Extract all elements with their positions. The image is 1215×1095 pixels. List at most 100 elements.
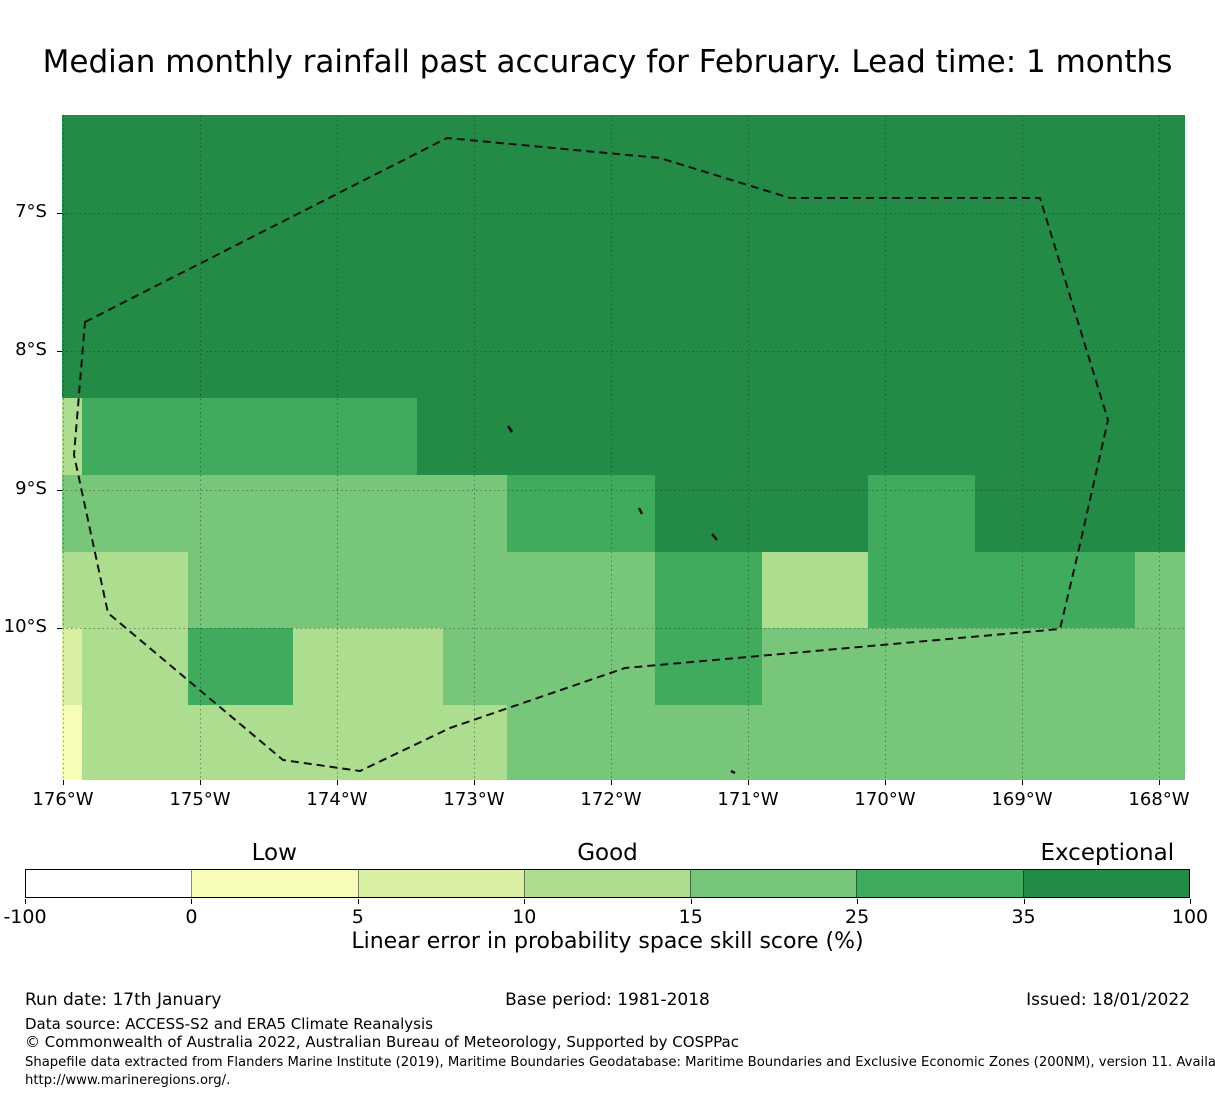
x-tick-label: 168°W [1128, 789, 1190, 810]
gridline-horizontal [62, 351, 1185, 352]
map-cell [82, 705, 507, 780]
gridline-vertical [474, 115, 475, 780]
map-cell [443, 628, 655, 705]
colorbar [25, 869, 1190, 898]
colorbar-category-labels: Low Good Exceptional [25, 840, 1190, 866]
island-mark [637, 507, 644, 515]
eez-boundary-line [73, 137, 1109, 772]
map-cell [293, 628, 443, 705]
chart-title: Median monthly rainfall past accuracy fo… [42, 44, 1173, 80]
x-tick-mark [885, 780, 886, 785]
map-cell [868, 552, 1135, 628]
gridline-horizontal [62, 490, 1185, 491]
gridline-vertical [748, 115, 749, 780]
colorbar-axis-label: Linear error in probability space skill … [351, 929, 864, 954]
y-tick-mark [57, 490, 62, 491]
shapefile-note-line2: http://www.marineregions.org/. [25, 1073, 231, 1088]
island-marks [506, 425, 736, 775]
island-mark [711, 533, 718, 541]
x-tick-label: 170°W [854, 789, 916, 810]
colorbar-tick-mark [357, 899, 359, 904]
x-tick-mark [63, 780, 64, 785]
issued-date-text: Issued: 18/01/2022 [1026, 990, 1190, 1010]
colorbar-segment [523, 870, 691, 897]
colorbar-tick-label: 35 [1011, 906, 1036, 928]
x-tick-label: 176°W [32, 789, 94, 810]
eez-overlay [73, 137, 1109, 775]
base-period-text: Base period: 1981-2018 [505, 990, 710, 1010]
gridline-vertical [1159, 115, 1160, 780]
run-date-text: Run date: 17th January [25, 990, 222, 1010]
colorbar-tick-label: 10 [512, 906, 537, 928]
map-cell [655, 628, 762, 705]
y-tick-mark [57, 213, 62, 214]
x-tick-mark [1159, 780, 1160, 785]
gridline-vertical [337, 115, 338, 780]
island-mark [730, 769, 736, 775]
colorbar-segment [26, 870, 192, 897]
map-plot-area: 176°W 175°W 174°W 173°W 172°W 171°W 170°W 169°W… [32, 115, 1190, 810]
x-tick-mark [200, 780, 201, 785]
map-cell [188, 552, 655, 628]
gridline-horizontal [62, 628, 1185, 629]
shapefile-note-line1: Shapefile data extracted from Flanders M… [25, 1055, 1215, 1070]
map-cell [62, 705, 82, 780]
colorbar-segment [690, 870, 857, 897]
colorbar-tick-mark [524, 899, 526, 904]
gridline-vertical [63, 115, 64, 780]
gridline-horizontal [62, 213, 1185, 214]
map-cell [62, 552, 188, 628]
x-tick-mark [474, 780, 475, 785]
x-tick-mark [337, 780, 338, 785]
map-cell [655, 552, 762, 628]
colorbar-tick-label: 5 [351, 906, 364, 928]
x-tick-label: 174°W [306, 789, 368, 810]
map-cell [188, 628, 293, 705]
x-tick-label: 173°W [443, 789, 505, 810]
y-tick-mark [57, 628, 62, 629]
colorbar-ticks: -100 0 5 10 15 25 35 100 [3, 898, 1208, 938]
colorbar-segment [1022, 870, 1189, 897]
colorbar-tick-mark [1023, 899, 1025, 904]
x-tick-mark [611, 780, 612, 785]
map-cell [62, 628, 82, 705]
colorbar-tick-mark [857, 899, 859, 904]
colorbar-segment [191, 870, 358, 897]
gridline-vertical [200, 115, 201, 780]
map-cell [507, 475, 655, 552]
map-cell [868, 475, 975, 552]
copyright-text: © Commonwealth of Australia 2022, Austra… [25, 1033, 739, 1051]
map-cell [762, 628, 1185, 705]
y-axis: 7°S 8°S 9°S 10°S [0, 115, 56, 780]
colorbar-tick-mark [191, 899, 193, 904]
colorbar-tick-label: 25 [845, 906, 870, 928]
y-tick-label: 8°S [15, 339, 47, 360]
map-cell [62, 475, 507, 552]
x-tick-mark [1022, 780, 1023, 785]
colorbar-tick-mark [1190, 899, 1191, 904]
colorbar-tick-label: 100 [1171, 906, 1209, 928]
y-tick-label: 9°S [15, 478, 47, 499]
x-tick-mark [748, 780, 749, 785]
gridline-vertical [885, 115, 886, 780]
colorbar-tick-label: 0 [185, 906, 198, 928]
colorbar-category-label: Exceptional [1040, 840, 1175, 866]
colorbar-tick-label: 15 [678, 906, 703, 928]
colorbar-tick-mark [690, 899, 692, 904]
y-tick-mark [57, 351, 62, 352]
gridline-vertical [1022, 115, 1023, 780]
x-tick-label: 169°W [991, 789, 1053, 810]
data-source-text: Data source: ACCESS-S2 and ERA5 Climate … [25, 1015, 433, 1033]
map-cell [82, 398, 417, 475]
y-tick-label: 7°S [15, 201, 47, 222]
x-tick-label: 175°W [169, 789, 231, 810]
x-tick-label: 172°W [580, 789, 642, 810]
colorbar-tick-mark [25, 899, 26, 904]
colorbar-tick-label: -100 [3, 906, 47, 928]
x-tick-label: 171°W [717, 789, 779, 810]
island-mark [506, 425, 514, 433]
map-cell [1135, 552, 1185, 628]
colorbar-category-label: Low [251, 840, 297, 866]
colorbar-segment [856, 870, 1023, 897]
